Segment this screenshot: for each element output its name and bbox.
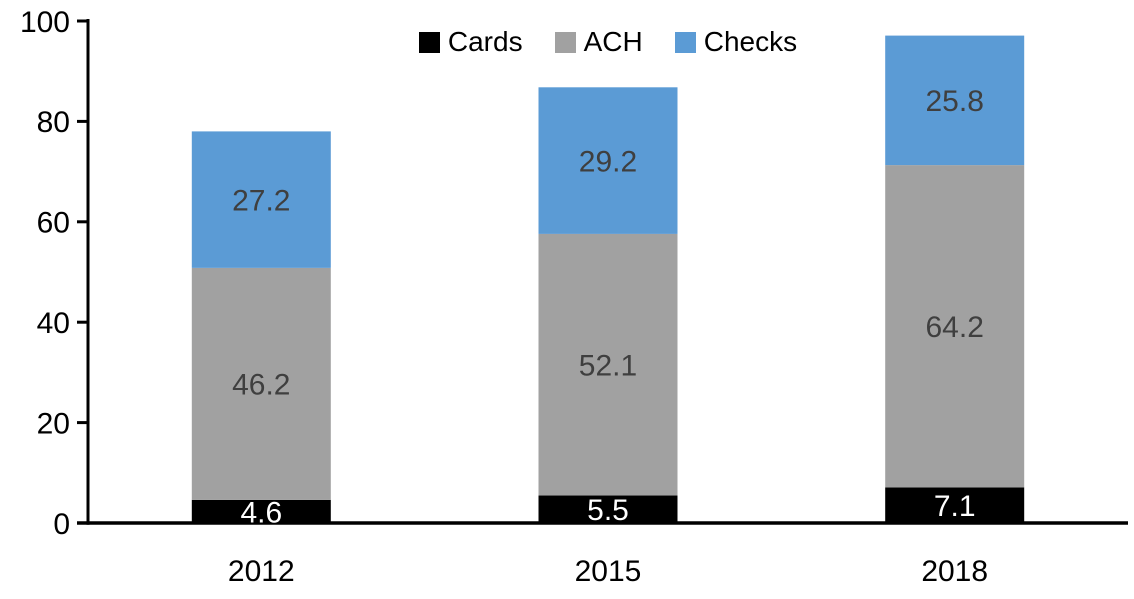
bar-segment-cards-2018 bbox=[885, 487, 1025, 523]
x-axis-category-label-2015: 2015 bbox=[575, 555, 642, 588]
bar-segment-ach-2012 bbox=[191, 268, 331, 500]
data-label-ach-2015: 52.1 bbox=[579, 349, 637, 382]
data-label-cards-2018: 7.1 bbox=[934, 490, 976, 523]
data-label-checks-2015: 29.2 bbox=[579, 145, 637, 178]
data-label-ach-2018: 64.2 bbox=[926, 311, 984, 344]
data-label-ach-2012: 46.2 bbox=[232, 369, 290, 402]
bar-segment-cards-2015 bbox=[538, 495, 678, 523]
chart-axes bbox=[77, 19, 1128, 525]
data-label-checks-2012: 27.2 bbox=[232, 185, 290, 218]
data-label-cards-2015: 5.5 bbox=[587, 494, 629, 527]
x-axis-category-label-2012: 2012 bbox=[228, 555, 295, 588]
y-axis-tick-label-40: 40 bbox=[37, 307, 70, 340]
y-axis-tick-label-60: 60 bbox=[37, 207, 70, 240]
bar-segment-ach-2015 bbox=[538, 233, 678, 496]
bar-segment-ach-2018 bbox=[885, 165, 1025, 488]
y-axis-tick-label-20: 20 bbox=[37, 407, 70, 440]
data-label-checks-2018: 25.8 bbox=[926, 85, 984, 118]
y-axis-tick-label-0: 0 bbox=[53, 508, 70, 541]
x-axis-category-label-2018: 2018 bbox=[921, 555, 988, 588]
y-axis-tick-label-100: 100 bbox=[20, 6, 70, 39]
bar-segment-checks-2018 bbox=[885, 35, 1025, 166]
bar-segment-cards-2012 bbox=[191, 499, 331, 523]
bar-segment-checks-2012 bbox=[191, 131, 331, 268]
bar-segment-checks-2015 bbox=[538, 87, 678, 234]
y-axis-tick-label-80: 80 bbox=[37, 106, 70, 139]
data-label-cards-2012: 4.6 bbox=[240, 496, 282, 529]
